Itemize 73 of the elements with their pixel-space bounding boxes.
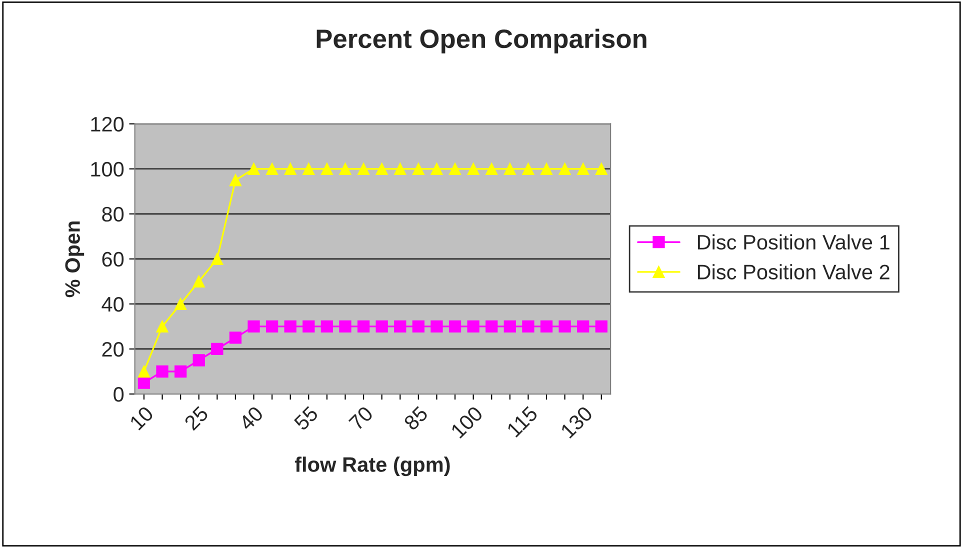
y-axis-title: % Open (65, 221, 84, 298)
point (412, 162, 424, 175)
point (540, 320, 553, 333)
point (156, 365, 168, 378)
point (248, 320, 260, 333)
point (558, 320, 571, 333)
point (540, 162, 553, 175)
point (138, 376, 150, 389)
point (339, 320, 352, 333)
point (467, 320, 480, 333)
point (412, 320, 424, 333)
point (394, 320, 406, 333)
legend-label: Disc Position Valve 1 (698, 234, 890, 250)
point (486, 162, 498, 175)
y-tick-label: 40 (102, 296, 124, 312)
point (229, 174, 242, 186)
point (211, 252, 224, 266)
x-tick-label: 10 (129, 405, 154, 431)
point (577, 320, 590, 333)
x-tick-label: 115 (506, 406, 538, 438)
point (595, 162, 608, 175)
point (486, 320, 498, 333)
y-tick-label: 0 (114, 387, 124, 402)
point (320, 320, 334, 333)
point (211, 342, 224, 356)
point (266, 320, 278, 333)
point (394, 162, 406, 175)
point (138, 365, 150, 378)
x-tick-label: 55 (293, 406, 319, 432)
point (229, 332, 242, 344)
point (430, 320, 443, 333)
point (522, 162, 534, 175)
point (357, 320, 370, 333)
y-tick-label: 120 (91, 116, 124, 132)
point (174, 365, 187, 378)
point (302, 320, 315, 333)
point (595, 320, 608, 333)
point (448, 320, 462, 333)
point (192, 354, 205, 366)
point (156, 320, 168, 333)
point (284, 320, 296, 333)
x-tick-label: 40 (238, 405, 264, 432)
point (467, 162, 480, 175)
point (284, 162, 296, 175)
x-tick-label: 100 (450, 405, 484, 439)
point (504, 320, 516, 333)
x-axis-title: flow Rate (gpm) (294, 456, 450, 476)
point (504, 162, 516, 175)
point (357, 162, 370, 175)
point (174, 298, 187, 310)
point (248, 162, 260, 175)
legend-label: Disc Position Valve 2 (698, 264, 890, 280)
y-tick-label: 60 (102, 252, 124, 267)
x-tick-label: 25 (184, 405, 210, 431)
point (192, 275, 205, 288)
point (448, 162, 462, 175)
point (430, 162, 443, 175)
point (577, 162, 590, 175)
x-tick-label: 130 (560, 405, 594, 439)
point (558, 162, 571, 175)
point (266, 162, 278, 175)
y-tick-label: 100 (91, 162, 124, 177)
x-tick-label: 70 (348, 405, 374, 431)
point (302, 162, 315, 175)
point (320, 162, 334, 175)
point (339, 162, 352, 175)
y-tick-label: 20 (102, 342, 124, 357)
y-tick-label: 80 (102, 206, 124, 222)
point (376, 320, 388, 333)
chart-title: Percent Open Comparison (316, 28, 646, 54)
point (522, 320, 534, 333)
x-tick-label: 85 (403, 405, 429, 431)
point (376, 162, 388, 175)
